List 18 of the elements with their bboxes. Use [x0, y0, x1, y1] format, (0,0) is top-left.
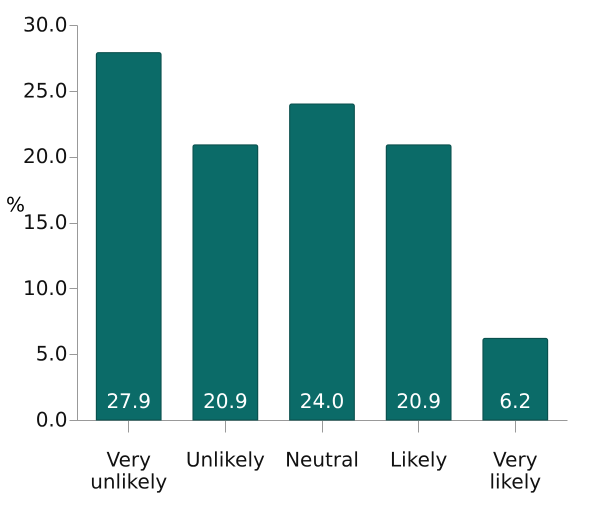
x-tick-label: Unlikely — [186, 448, 266, 472]
y-tick-label: 30.0 — [22, 12, 68, 36]
y-tick-label: 15.0 — [22, 210, 68, 234]
data-label: 20.9 — [203, 389, 248, 413]
y-tick-label: 25.0 — [22, 78, 68, 102]
data-label: 24.0 — [300, 389, 344, 413]
x-tick-label: Very likely — [489, 448, 542, 494]
data-label: 20.9 — [396, 389, 441, 413]
y-tick-label: 20.0 — [22, 144, 68, 168]
x-tick-label: Neutral — [285, 448, 359, 472]
x-tick-label: Very unlikely — [90, 448, 168, 494]
y-tick-label: 10.0 — [22, 276, 68, 300]
y-tick-label: 0.0 — [36, 408, 68, 432]
data-label: 27.9 — [106, 389, 151, 413]
y-axis-title: % — [6, 192, 26, 216]
data-label: 6.2 — [499, 389, 532, 413]
y-tick-label: 5.0 — [36, 342, 68, 366]
x-tick-label: Likely — [390, 448, 448, 472]
